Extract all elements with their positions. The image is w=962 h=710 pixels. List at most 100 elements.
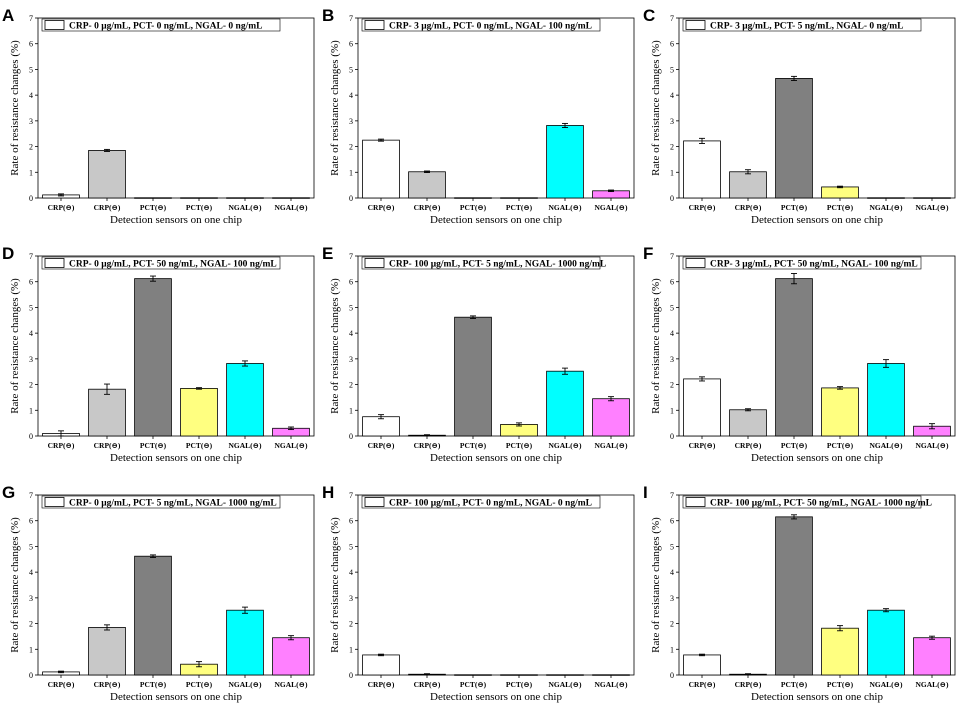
bar bbox=[683, 654, 721, 676]
x-axis-label: Detection sensors on one chip bbox=[751, 691, 883, 703]
bar bbox=[226, 609, 264, 676]
y-tick-label: 7 bbox=[349, 491, 353, 500]
x-category-label: PCT(⊖) bbox=[827, 203, 854, 212]
bar bbox=[88, 388, 126, 437]
y-tick-label: 2 bbox=[670, 381, 674, 390]
y-tick-label: 4 bbox=[670, 568, 674, 577]
y-tick-label: 2 bbox=[349, 381, 353, 390]
plot-frame bbox=[678, 494, 956, 676]
legend-label: CRP- 100 μg/mL, PCT- 50 ng/mL, NGAL- 100… bbox=[710, 499, 932, 509]
x-axis-label: Detection sensors on one chip bbox=[430, 452, 562, 464]
y-tick-label: 5 bbox=[670, 542, 674, 551]
y-tick-label: 1 bbox=[349, 168, 353, 177]
legend-swatch bbox=[44, 258, 65, 268]
y-tick-label: 2 bbox=[349, 143, 353, 152]
bar bbox=[362, 139, 400, 199]
x-category-label: CRP(⊖) bbox=[94, 680, 121, 689]
x-category-label: CRP(⊖) bbox=[689, 680, 716, 689]
y-tick-label: 4 bbox=[670, 329, 674, 338]
y-tick-label: 0 bbox=[670, 194, 674, 203]
bar bbox=[88, 627, 126, 676]
bar bbox=[134, 555, 172, 676]
x-category-label: PCT(⊖) bbox=[140, 203, 167, 212]
panel-letter: F bbox=[643, 244, 653, 263]
y-tick-label: 4 bbox=[349, 568, 353, 577]
x-category-label: CRP(⊖) bbox=[689, 203, 716, 212]
y-tick-label: 6 bbox=[29, 517, 33, 526]
panel-letter: B bbox=[322, 6, 334, 25]
legend-swatch bbox=[685, 258, 706, 268]
y-tick-label: 3 bbox=[349, 594, 353, 603]
x-category-label: CRP(⊖) bbox=[48, 203, 75, 212]
chart-panel-d: D 0 1 2 3 4 5 6 7 Rate of resistance changes (%) C… bbox=[2, 244, 315, 464]
y-tick-label: 6 bbox=[349, 40, 353, 49]
panel-letter: C bbox=[643, 6, 655, 25]
x-category-label: NGAL(⊖) bbox=[549, 441, 582, 450]
x-category-label: NGAL(⊖) bbox=[229, 680, 262, 689]
y-tick-label: 6 bbox=[670, 517, 674, 526]
legend-box bbox=[682, 18, 922, 32]
legend-label: CRP- 0 μg/mL, PCT- 5 ng/mL, NGAL- 1000 n… bbox=[69, 499, 277, 509]
y-axis-label: Rate of resistance changes (%) bbox=[650, 278, 662, 414]
bar bbox=[775, 516, 813, 676]
y-axis-label: Rate of resistance changes (%) bbox=[9, 517, 21, 653]
x-category-label: CRP(⊖) bbox=[48, 441, 75, 450]
bar bbox=[683, 140, 721, 199]
bar bbox=[913, 637, 951, 676]
legend-label: CRP- 0 μg/mL, PCT- 0 ng/mL, NGAL- 0 ng/m… bbox=[69, 22, 262, 32]
y-tick-label: 7 bbox=[29, 14, 33, 23]
legend-box bbox=[41, 256, 281, 270]
y-tick-label: 3 bbox=[29, 594, 33, 603]
y-tick-label: 6 bbox=[29, 40, 33, 49]
y-tick-label: 0 bbox=[670, 432, 674, 441]
x-category-label: PCT(⊖) bbox=[460, 680, 487, 689]
x-category-label: CRP(⊖) bbox=[735, 680, 762, 689]
panel-letter: I bbox=[643, 483, 648, 502]
y-tick-label: 5 bbox=[349, 303, 353, 312]
y-tick-label: 0 bbox=[29, 194, 33, 203]
legend-box bbox=[41, 495, 281, 509]
x-category-label: PCT(⊖) bbox=[506, 441, 533, 450]
y-tick-label: 2 bbox=[29, 143, 33, 152]
y-tick-label: 4 bbox=[29, 91, 33, 100]
plot-frame bbox=[678, 17, 956, 199]
x-category-label: PCT(⊖) bbox=[781, 441, 808, 450]
y-tick-label: 0 bbox=[29, 432, 33, 441]
legend-box bbox=[682, 256, 922, 270]
x-category-label: NGAL(⊖) bbox=[870, 441, 903, 450]
x-category-label: CRP(⊖) bbox=[414, 441, 441, 450]
bar bbox=[134, 278, 172, 437]
panel-letter: A bbox=[2, 6, 14, 25]
plot-frame bbox=[37, 494, 315, 676]
y-tick-label: 0 bbox=[670, 671, 674, 680]
y-tick-label: 4 bbox=[349, 91, 353, 100]
x-category-label: PCT(⊖) bbox=[506, 203, 533, 212]
y-tick-label: 7 bbox=[670, 491, 674, 500]
y-tick-label: 1 bbox=[670, 406, 674, 415]
x-category-label: CRP(⊖) bbox=[689, 441, 716, 450]
y-tick-label: 1 bbox=[670, 645, 674, 654]
x-category-label: NGAL(⊖) bbox=[275, 203, 308, 212]
y-tick-label: 1 bbox=[29, 168, 33, 177]
y-tick-label: 5 bbox=[670, 65, 674, 74]
x-category-label: PCT(⊖) bbox=[186, 203, 213, 212]
y-tick-label: 1 bbox=[670, 168, 674, 177]
y-axis-label: Rate of resistance changes (%) bbox=[329, 40, 341, 176]
x-axis-label: Detection sensors on one chip bbox=[110, 691, 242, 703]
y-tick-label: 5 bbox=[29, 303, 33, 312]
x-category-label: CRP(⊖) bbox=[735, 441, 762, 450]
chart-panel-h: H 0 1 2 3 4 5 6 7 Rate of resistance changes (%) C… bbox=[322, 483, 635, 703]
y-tick-label: 6 bbox=[670, 40, 674, 49]
legend-swatch bbox=[44, 497, 65, 507]
bar bbox=[226, 363, 264, 437]
y-tick-label: 3 bbox=[670, 117, 674, 126]
x-category-label: NGAL(⊖) bbox=[229, 203, 262, 212]
chart-panel-c: C 0 1 2 3 4 5 6 7 Rate of resistance changes (%) C… bbox=[643, 6, 956, 226]
y-tick-label: 4 bbox=[349, 329, 353, 338]
x-axis-label: Detection sensors on one chip bbox=[751, 452, 883, 464]
y-tick-label: 5 bbox=[29, 65, 33, 74]
y-tick-label: 5 bbox=[349, 65, 353, 74]
bar bbox=[454, 316, 492, 437]
y-tick-label: 7 bbox=[29, 252, 33, 261]
y-tick-label: 3 bbox=[349, 117, 353, 126]
